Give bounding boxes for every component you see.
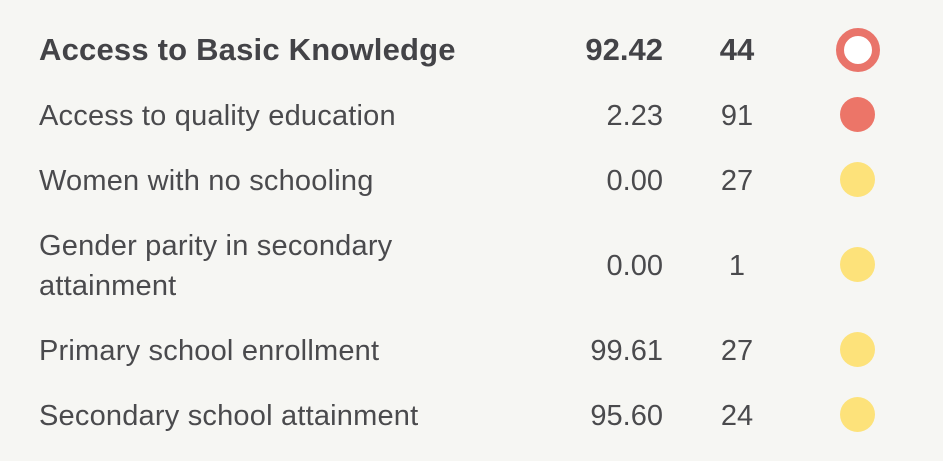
indicator-label: Access to quality education	[39, 100, 396, 132]
indicator-score: 95.60	[590, 400, 663, 432]
category-score: 92.42	[585, 32, 663, 67]
indicator-label: Secondary school attainment	[39, 400, 419, 432]
indicator-rank: 24	[720, 400, 754, 432]
status-dot-icon	[840, 332, 875, 367]
indicator-label-line: attainment	[39, 270, 177, 302]
indicator-label: Primary school enrollment	[39, 335, 380, 367]
indicator-rank: 27	[720, 335, 754, 367]
indicator-score: 0.00	[606, 250, 663, 282]
status-dot-icon	[840, 97, 875, 132]
category-rank: 44	[719, 32, 755, 67]
indicator-score: 0.00	[606, 165, 663, 197]
indicator-score: 99.61	[590, 335, 663, 367]
status-dot-icon	[840, 247, 875, 282]
indicator-rank: 1	[728, 250, 746, 282]
category-label: Access to Basic Knowledge	[39, 32, 456, 67]
status-dot-icon	[840, 397, 875, 432]
indicator-label: Women with no schooling	[39, 165, 374, 197]
indicator-rank: 27	[720, 165, 754, 197]
status-ring-icon	[836, 28, 880, 72]
indicator-score: 2.23	[606, 100, 663, 132]
indicator-rank: 91	[720, 100, 754, 132]
status-dot-icon	[840, 162, 875, 197]
indicator-label-line: Gender parity in secondary	[39, 230, 393, 262]
indicator-label: Gender parity in secondary attainment	[39, 226, 459, 306]
